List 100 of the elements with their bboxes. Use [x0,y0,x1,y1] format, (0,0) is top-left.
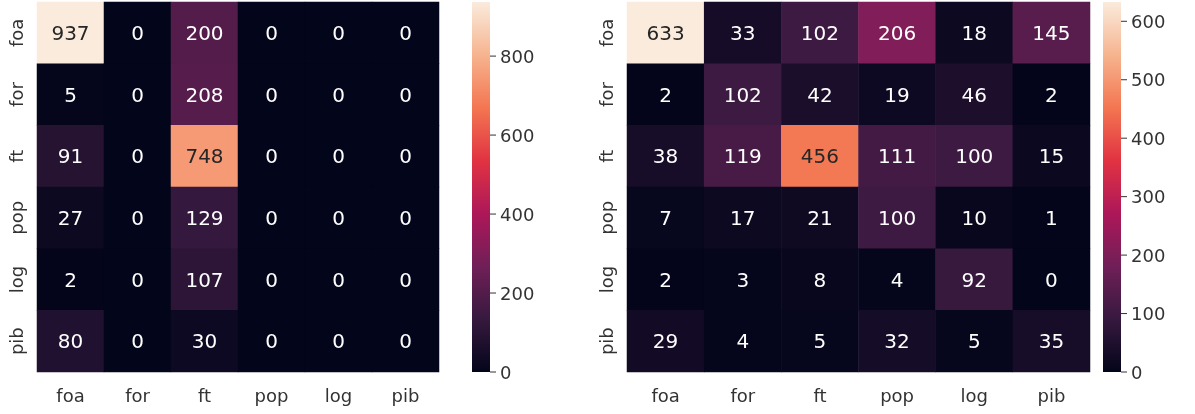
data-label: 0 [332,20,345,45]
x-tick-label: pop [880,384,915,406]
data-label: 0 [332,144,345,169]
data-label: 0 [265,329,278,354]
data-label: 0 [265,205,278,230]
data-label: 129 [185,205,224,230]
y-tick-label: log [5,265,27,294]
data-label: 145 [1032,20,1071,45]
data-label: 0 [399,329,412,354]
data-label: 0 [399,267,412,292]
data-label: 119 [723,144,762,169]
data-label: 3 [736,267,750,292]
data-label: 0 [332,267,345,292]
color-bar-label: 100 [1131,303,1166,325]
data-label: 102 [723,82,762,107]
data-label: 208 [185,82,224,107]
data-label: 33 [730,20,756,45]
data-label: 456 [800,144,840,169]
data-label: 0 [332,329,345,354]
y-tick-label: foa [595,18,617,48]
color-bar-label: 300 [1131,186,1166,208]
data-label: 0 [265,20,278,45]
color-bar-label: 600 [1131,10,1166,32]
color-bar-label: 400 [500,203,535,225]
y-tick-label: for [595,81,617,107]
y-tick-label: foa [5,18,27,48]
data-label: 92 [961,267,987,292]
y-tick-label: log [595,265,617,294]
data-label: 633 [646,20,685,45]
x-tick-label: pib [1037,384,1066,406]
data-label: 38 [652,144,679,169]
data-label: 2 [64,267,77,292]
data-label: 32 [884,329,910,354]
data-label: 0 [131,20,144,45]
color-bar-label: 400 [1131,127,1166,149]
data-label: 0 [131,82,144,107]
color-bar-label: 800 [500,45,535,67]
data-label: 0 [1045,267,1058,292]
data-label: 19 [884,82,910,107]
data-label: 0 [265,144,278,169]
data-label: 0 [131,144,144,169]
x-tick-label: ft [813,384,827,406]
x-tick-label: ft [197,384,212,406]
data-label: 80 [57,329,84,354]
color-bar-label: 0 [1131,361,1143,383]
data-label: 100 [955,144,994,169]
x-tick-label: pib [391,384,420,406]
data-label: 0 [131,205,144,230]
data-label: 30 [191,329,218,354]
y-tick-label: pib [595,327,617,356]
data-label: 91 [57,144,84,169]
y-tick-label: pop [5,200,27,235]
data-label: 107 [185,267,224,292]
data-label: 2 [659,267,672,292]
data-label: 46 [961,82,987,107]
data-label: 0 [265,267,278,292]
data-label: 0 [131,267,144,292]
data-label: 111 [877,144,917,169]
data-label: 0 [399,144,412,169]
data-label: 15 [1038,144,1065,169]
x-tick-label: for [125,384,151,406]
data-label: 0 [131,329,144,354]
x-tick-label: foa [651,384,680,406]
data-label: 5 [967,329,981,354]
data-label: 8 [813,267,827,292]
data-label: 0 [332,82,345,107]
x-tick-label: for [730,384,756,406]
data-label: 21 [807,205,833,230]
data-label: 0 [265,82,278,107]
data-label: 5 [813,329,827,354]
data-label: 1 [1045,205,1058,230]
y-tick-label: ft [595,149,617,163]
data-label: 0 [399,20,412,45]
data-label: 17 [730,205,756,230]
color-bar-label: 200 [500,282,535,304]
data-label: 0 [399,205,412,230]
data-label: 4 [890,267,904,292]
data-label: 937 [51,20,90,45]
data-label: 35 [1038,329,1065,354]
data-label: 2 [659,82,672,107]
data-label: 0 [332,205,345,230]
data-label: 5 [64,82,77,107]
x-tick-label: log [960,384,988,406]
data-label: 100 [877,205,917,230]
x-tick-label: log [324,384,353,406]
data-label: 200 [185,20,224,45]
color-bar-label: 500 [1131,69,1166,91]
x-tick-label: pop [254,384,289,406]
data-label: 748 [185,144,224,169]
data-label: 10 [961,205,987,230]
y-tick-label: for [5,81,27,107]
x-tick-label: foa [56,384,85,406]
color-bar-label: 200 [1131,244,1166,266]
color-bar-label: 0 [500,361,512,383]
data-label: 4 [736,329,750,354]
data-label: 206 [877,20,917,45]
data-label: 2 [1045,82,1058,107]
data-label: 102 [800,20,840,45]
y-tick-label: pib [5,327,27,356]
y-tick-label: ft [5,149,27,163]
